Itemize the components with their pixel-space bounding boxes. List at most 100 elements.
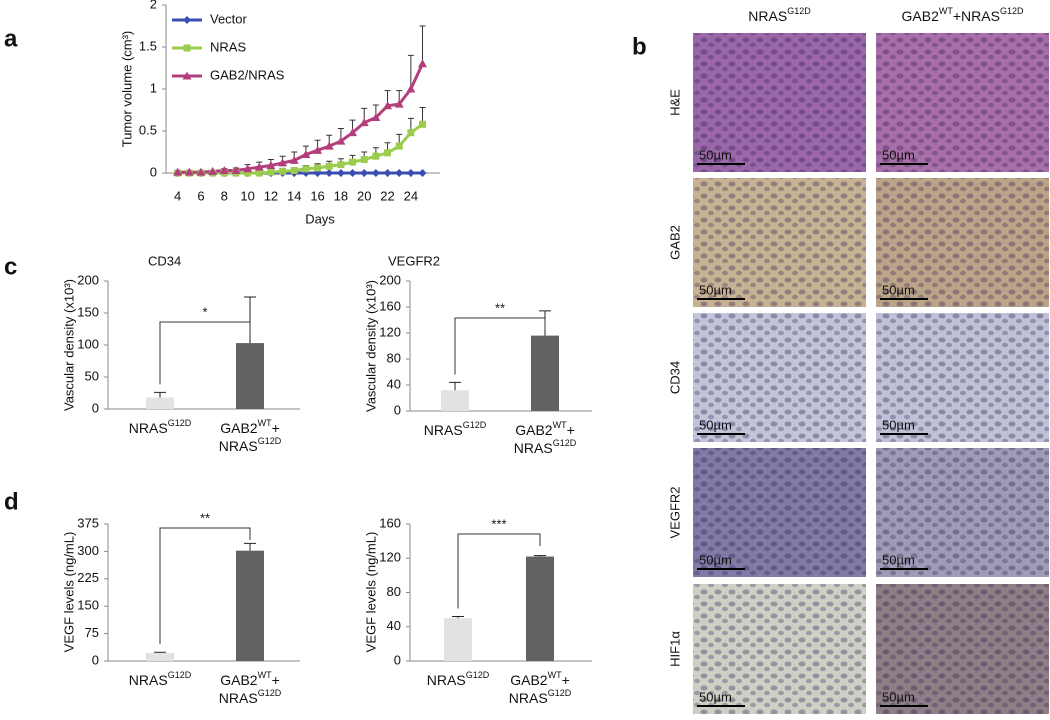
y-tick-label: 225 <box>77 570 99 585</box>
label-part: + <box>567 422 575 438</box>
bar <box>531 335 559 411</box>
bar <box>146 652 174 661</box>
x-tick-label: NRASG12D <box>129 418 192 435</box>
y-tick-label: 150 <box>77 304 99 319</box>
marker <box>184 167 194 176</box>
significance-bracket <box>159 321 251 385</box>
label-part: GAB2 <box>220 420 258 436</box>
label-part: + <box>272 672 280 688</box>
line <box>177 63 424 174</box>
marker <box>183 44 191 52</box>
bar <box>444 618 472 661</box>
superscript: G12D <box>787 6 811 16</box>
error-bar <box>154 651 166 653</box>
y-tick-label: 0 <box>394 652 401 667</box>
row-label: GAB2 <box>667 225 682 260</box>
y-tick-label: 0.5 <box>139 122 157 137</box>
scale-bar-label: 50µm <box>699 147 732 162</box>
y-tick-label: 0 <box>92 400 99 415</box>
marker <box>302 165 310 173</box>
y-tick-label: 0 <box>150 164 157 179</box>
marker <box>267 168 275 176</box>
label-part: NRAS <box>424 422 463 438</box>
y-tick-label: 120 <box>379 550 401 565</box>
marker <box>336 169 345 177</box>
marker <box>219 165 229 174</box>
label-part: +NRAS <box>953 8 1000 24</box>
x-tick-label: NRASG12D <box>509 688 572 705</box>
marker <box>266 160 276 169</box>
legend-label: Vector <box>210 11 248 26</box>
superscript: WT <box>939 6 953 16</box>
micrograph-texture <box>693 448 866 577</box>
significance-bracket <box>159 527 251 645</box>
marker <box>254 162 264 171</box>
superscript: G12D <box>258 436 282 446</box>
significance: ** <box>200 510 210 525</box>
x-axis-label: Days <box>305 211 335 226</box>
y-tick-label: 200 <box>77 272 99 287</box>
legend-label: NRAS <box>210 39 246 54</box>
superscript: G12D <box>466 670 490 680</box>
significance-bracket <box>457 533 541 609</box>
y-axis-label: VEGF levels (ng/mL) <box>61 532 76 653</box>
x-tick-label: NRASG12D <box>514 438 577 455</box>
x-tick-label: 14 <box>287 188 301 203</box>
marker <box>183 16 191 24</box>
x-tick-label: 8 <box>221 188 228 203</box>
row-label: H&E <box>667 89 682 116</box>
marker <box>406 84 416 93</box>
scale-bar-label: 50µm <box>699 689 732 704</box>
y-tick-label: 1.5 <box>139 38 157 53</box>
x-tick-label: 24 <box>404 188 418 203</box>
x-tick-label: NRASG12D <box>219 688 282 705</box>
panel-label: d <box>4 488 19 515</box>
x-tick-label: NRASG12D <box>427 670 490 687</box>
row-label: HIF1α <box>667 631 682 667</box>
micrograph-texture <box>876 584 1049 714</box>
y-tick-label: 80 <box>387 584 401 599</box>
x-tick-label: GAB2WT+ <box>515 420 575 437</box>
marker <box>173 167 183 176</box>
label-part: NRAS <box>427 672 466 688</box>
marker <box>418 169 427 177</box>
y-tick-label: 50 <box>85 368 99 383</box>
marker <box>384 149 392 157</box>
column-header: NRASG12D <box>748 6 811 23</box>
marker <box>336 136 346 145</box>
y-tick-label: 160 <box>379 515 401 530</box>
y-axis-label: Vascular density (x10³) <box>61 279 76 411</box>
micrograph-texture <box>876 448 1049 577</box>
line <box>177 123 424 175</box>
marker <box>395 169 404 177</box>
y-tick-label: 0 <box>92 652 99 667</box>
label-part: NRAS <box>748 8 787 24</box>
marker <box>348 169 357 177</box>
marker <box>395 142 403 150</box>
significance: * <box>202 304 207 319</box>
micrograph-texture <box>693 33 866 172</box>
row-label: CD34 <box>667 361 682 394</box>
x-tick-label: 16 <box>310 188 324 203</box>
y-tick-label: 40 <box>387 618 401 633</box>
marker <box>406 169 415 177</box>
y-tick-label: 100 <box>77 336 99 351</box>
superscript: G12D <box>463 420 487 430</box>
marker <box>359 118 369 127</box>
label-part: + <box>562 672 570 688</box>
micrograph-texture <box>693 584 866 714</box>
bar <box>526 556 554 661</box>
label-part: NRAS <box>509 690 548 706</box>
marker <box>325 169 334 177</box>
x-tick-label: NRASG12D <box>424 420 487 437</box>
y-tick-label: 80 <box>387 350 401 365</box>
scale-bar-label: 50µm <box>882 417 915 432</box>
marker <box>314 164 322 172</box>
marker <box>278 158 288 167</box>
label-part: GAB2 <box>510 672 548 688</box>
label-part: NRAS <box>129 672 168 688</box>
label-part: GAB2 <box>902 8 940 24</box>
error-bar <box>452 615 464 619</box>
scale-bar-label: 50µm <box>882 147 915 162</box>
